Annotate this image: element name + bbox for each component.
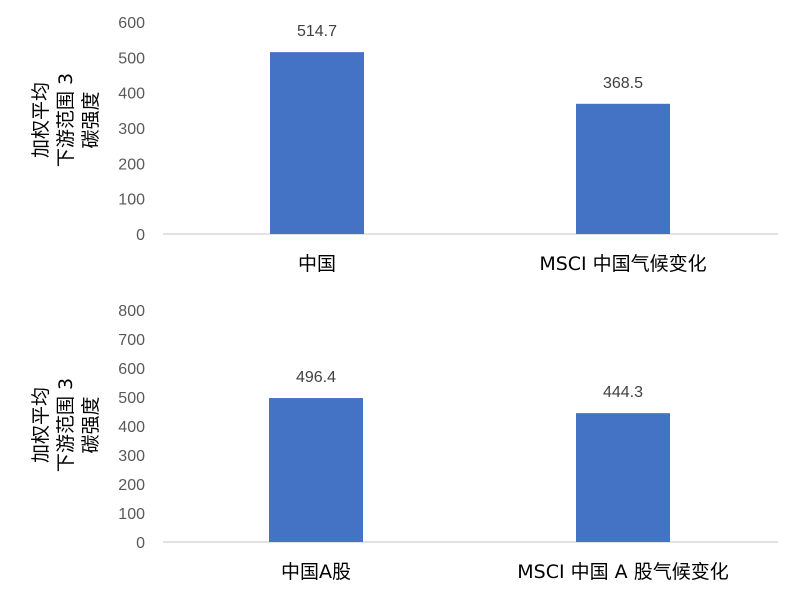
data-label: 496.4 (296, 369, 336, 386)
y-tick-label: 300 (118, 448, 145, 465)
data-label: 444.3 (603, 384, 643, 401)
y-tick-label: 100 (118, 192, 145, 209)
y-tick-label: 400 (118, 86, 145, 103)
bar (576, 413, 670, 542)
y-tick-label: 700 (118, 332, 145, 349)
data-labels: 496.4 444.3 (296, 369, 643, 401)
y-tick-label: 200 (118, 156, 145, 173)
category-label-china: 中国 (298, 253, 336, 275)
bar (269, 398, 363, 542)
y-tick-label: 100 (118, 506, 145, 523)
bars (270, 52, 670, 235)
y-tick-label: 500 (118, 50, 145, 67)
y-tick-label: 400 (118, 419, 145, 436)
data-label: 368.5 (603, 75, 643, 92)
bar (270, 52, 364, 235)
y-tick-label: 500 (118, 390, 145, 407)
y-tick-label: 0 (136, 227, 145, 244)
y-axis-label-line-3: 碳强度 (80, 396, 102, 453)
y-tick-label: 300 (118, 121, 145, 138)
chart-1: 加权平均 下游范围 3 碳强度 0 100 200 300 400 500 600 514.… (30, 15, 778, 275)
y-tick-label: 800 (118, 303, 145, 320)
y-tick-labels: 0 100 200 300 400 500 600 700 800 (118, 303, 145, 552)
category-label-china-a-shares: 中国A股 (281, 561, 351, 583)
y-axis-label-line-1: 加权平均 (30, 82, 52, 158)
y-axis-label-line-1: 加权平均 (30, 387, 52, 463)
bars (269, 398, 670, 542)
category-label-msci-china-a-climate-change: MSCI 中国 A 股气候变化 (517, 561, 728, 583)
chart-2: 加权平均 下游范围 3 碳强度 0 100 200 300 400 500 600 700 80… (30, 303, 778, 583)
y-tick-label: 600 (118, 15, 145, 32)
data-labels: 514.7 368.5 (297, 23, 643, 92)
y-tick-labels: 0 100 200 300 400 500 600 (118, 15, 145, 244)
y-tick-label: 0 (136, 535, 145, 552)
y-tick-label: 200 (118, 477, 145, 494)
y-axis-label-line-3: 碳强度 (80, 91, 102, 148)
y-axis-label-line-2: 下游范围 3 (55, 378, 77, 472)
category-label-msci-china-climate-change: MSCI 中国气候变化 (539, 253, 706, 275)
y-tick-label: 600 (118, 361, 145, 378)
data-label: 514.7 (297, 23, 337, 40)
bar (576, 103, 670, 235)
y-axis-label-line-2: 下游范围 3 (55, 73, 77, 167)
